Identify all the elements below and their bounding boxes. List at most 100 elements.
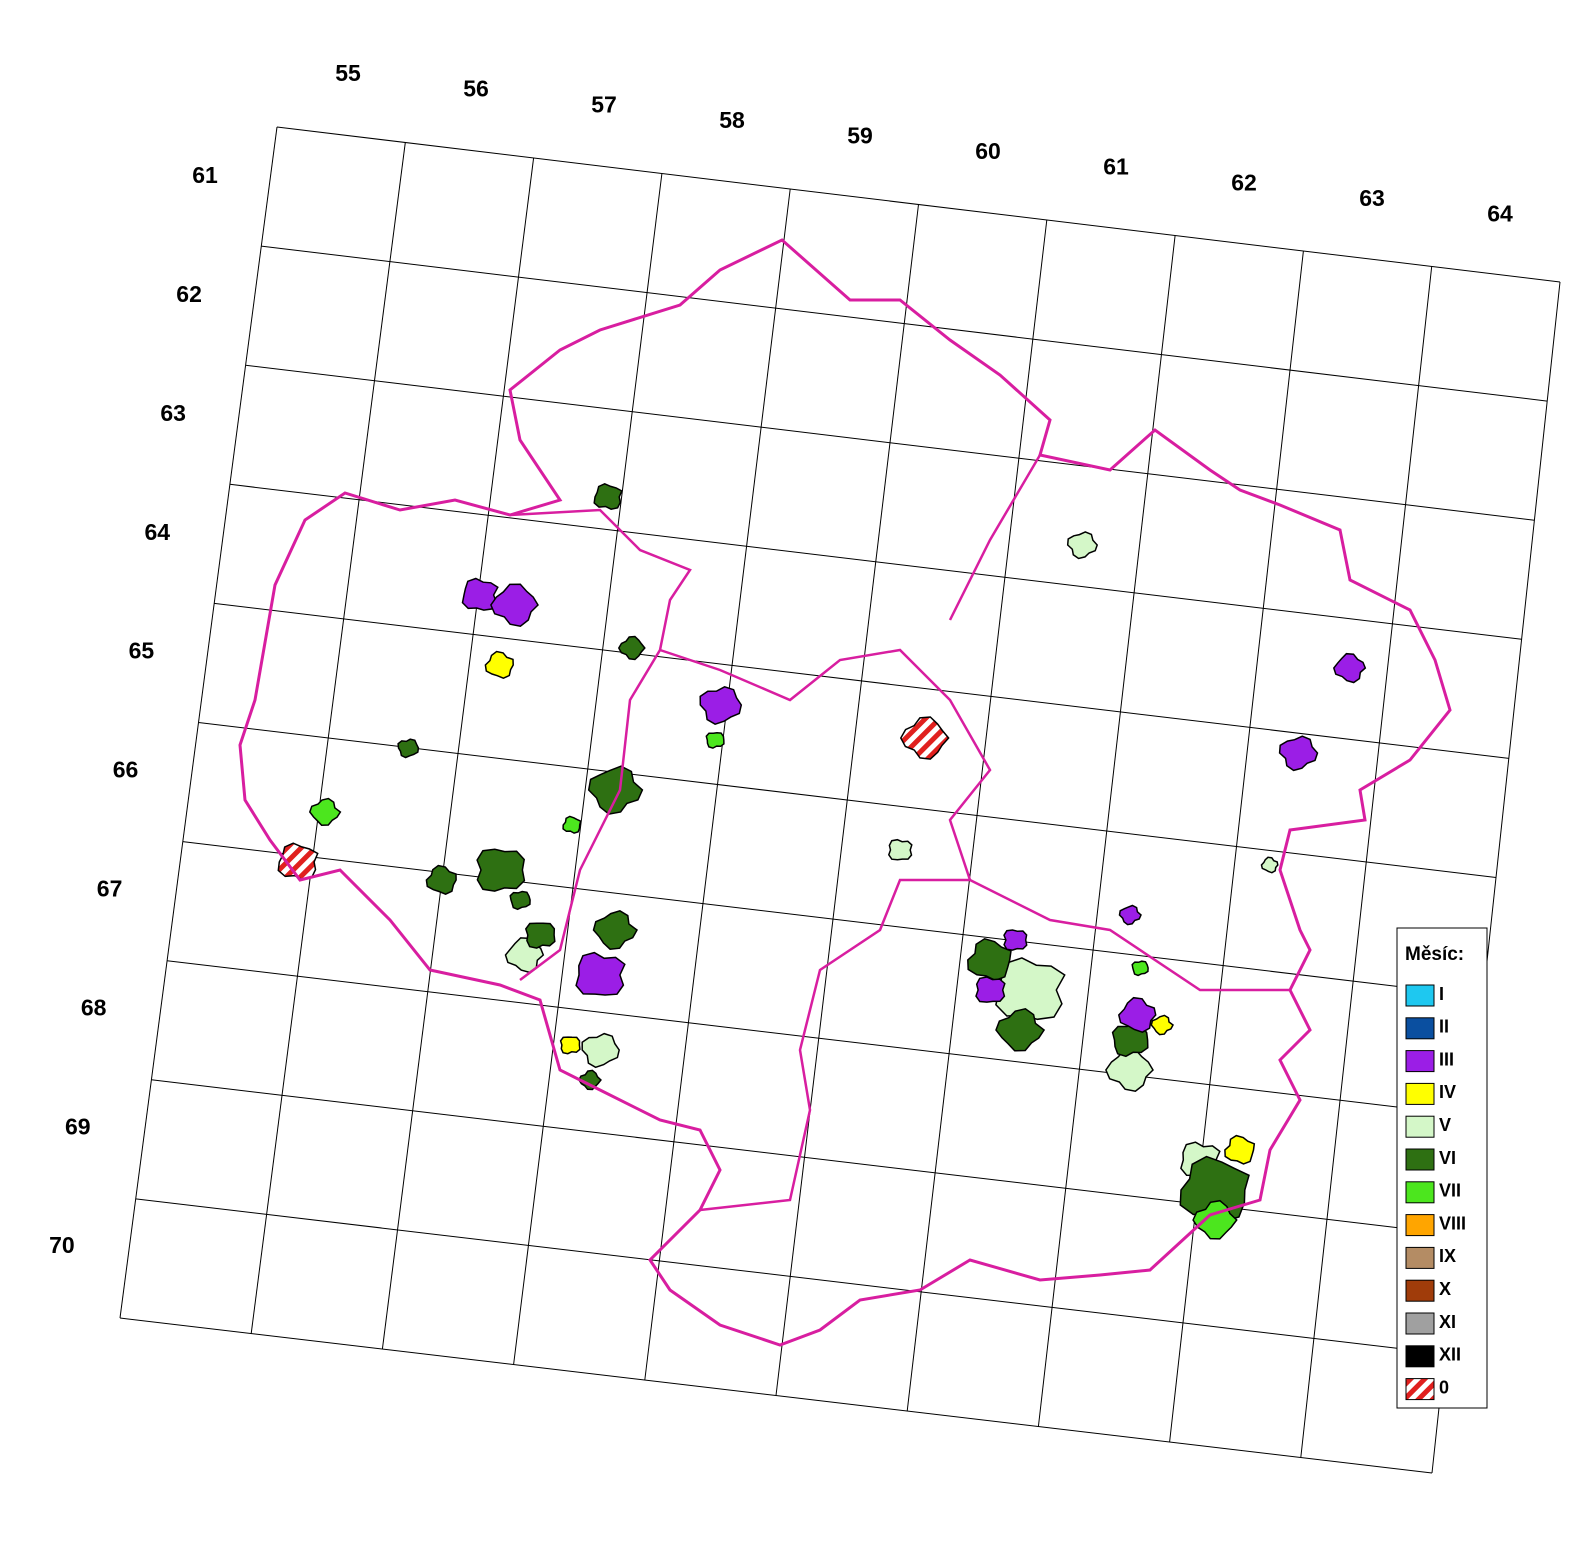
row-label: 65 bbox=[129, 638, 155, 664]
legend-label: X bbox=[1439, 1279, 1451, 1299]
occurrence-area bbox=[1332, 652, 1367, 684]
legend-label: IX bbox=[1439, 1246, 1456, 1266]
region-borders bbox=[238, 238, 1452, 1347]
grid-line bbox=[261, 245, 1548, 402]
row-label: 61 bbox=[192, 162, 218, 188]
column-label: 61 bbox=[1103, 154, 1129, 180]
occurrence-area bbox=[1117, 996, 1157, 1034]
occurrence-area bbox=[705, 731, 725, 749]
legend-label: VI bbox=[1439, 1148, 1456, 1168]
grid-line bbox=[214, 602, 1509, 759]
legend-swatch bbox=[1405, 1312, 1435, 1335]
grid-line bbox=[229, 483, 1522, 640]
occurrence-area bbox=[1150, 1014, 1174, 1036]
region-outline bbox=[238, 238, 1452, 1347]
legend-swatch bbox=[1405, 1017, 1435, 1040]
legend-swatch bbox=[1405, 1181, 1435, 1204]
row-label: 70 bbox=[49, 1232, 75, 1258]
grid-labels: 55 56 57 58 59 60 61 62 63 64 61 62 63 64 65 66 67 68 69 70 bbox=[49, 60, 1513, 1258]
grid bbox=[119, 126, 1561, 1474]
legend-label: 0 bbox=[1439, 1377, 1449, 1397]
occurrence-area bbox=[1278, 735, 1319, 772]
legend-swatch bbox=[1405, 1345, 1435, 1368]
column-label: 60 bbox=[975, 138, 1001, 164]
occurrence-area bbox=[593, 482, 623, 510]
column-label: 56 bbox=[463, 76, 489, 102]
row-label: 69 bbox=[65, 1113, 91, 1139]
occurrence-area bbox=[524, 922, 556, 949]
occurrence-area bbox=[1066, 531, 1099, 560]
legend-label: I bbox=[1439, 984, 1444, 1004]
legend-label: IV bbox=[1439, 1082, 1456, 1102]
occurrence-area bbox=[509, 890, 531, 911]
row-label: 64 bbox=[145, 519, 171, 545]
occurrence-area bbox=[581, 1032, 621, 1069]
row-label: 67 bbox=[97, 875, 123, 901]
occurrence-area bbox=[1003, 929, 1028, 951]
legend-label: VII bbox=[1439, 1181, 1461, 1201]
occurrence-area bbox=[484, 650, 514, 680]
grid-line bbox=[276, 126, 1561, 283]
legend-swatch bbox=[1405, 1279, 1435, 1302]
legend-label: III bbox=[1439, 1049, 1454, 1069]
occurrence-area bbox=[699, 685, 743, 726]
occurrence-areas bbox=[277, 482, 1367, 1240]
row-label: 62 bbox=[176, 281, 202, 307]
legend-label: XI bbox=[1439, 1312, 1456, 1332]
occurrence-area bbox=[425, 864, 457, 896]
occurrence-area bbox=[587, 765, 644, 815]
grid-line bbox=[135, 1198, 1445, 1355]
column-label: 64 bbox=[1487, 200, 1513, 226]
column-label: 62 bbox=[1231, 169, 1257, 195]
legend-title: Měsíc: bbox=[1405, 944, 1464, 965]
row-label: 63 bbox=[160, 400, 186, 426]
row-label: 68 bbox=[81, 994, 107, 1020]
legend-label: V bbox=[1439, 1115, 1451, 1135]
occurrence-area bbox=[308, 797, 342, 826]
legend-swatch bbox=[1405, 1082, 1435, 1105]
occurrence-area bbox=[490, 583, 539, 628]
occurrence-area bbox=[899, 716, 950, 760]
district-border bbox=[509, 454, 1290, 1212]
legend-swatch bbox=[1405, 1115, 1435, 1138]
grid-line bbox=[245, 364, 1535, 521]
occurrence-area bbox=[562, 815, 582, 834]
occurrence-area bbox=[1224, 1134, 1256, 1165]
occurrence-area bbox=[995, 1007, 1046, 1052]
grid-line bbox=[119, 1317, 1433, 1474]
occurrence-area bbox=[1105, 1048, 1154, 1093]
column-label: 63 bbox=[1359, 185, 1385, 211]
column-label: 59 bbox=[847, 122, 873, 148]
legend-swatch bbox=[1405, 1148, 1435, 1171]
legend-swatch bbox=[1405, 1246, 1435, 1269]
grid-line bbox=[167, 960, 1471, 1117]
legend-label: XII bbox=[1439, 1345, 1461, 1365]
legend-label: II bbox=[1439, 1017, 1449, 1037]
grid-line bbox=[151, 1079, 1458, 1236]
occurrence-area bbox=[397, 738, 420, 759]
legend-swatch bbox=[1405, 1050, 1435, 1073]
occurrence-area bbox=[975, 976, 1006, 1003]
occurrence-area bbox=[1260, 856, 1279, 874]
occurrence-area bbox=[575, 951, 626, 996]
occurrence-area bbox=[887, 838, 913, 861]
occurrence-area bbox=[617, 635, 646, 661]
occurrence-area bbox=[592, 909, 638, 950]
occurrence-area bbox=[461, 577, 499, 611]
occurrence-area bbox=[476, 848, 526, 892]
row-label: 66 bbox=[113, 757, 139, 783]
occurrence-area bbox=[1131, 960, 1149, 977]
legend-swatch bbox=[1405, 984, 1435, 1007]
occurrence-area bbox=[967, 937, 1012, 982]
column-label: 55 bbox=[335, 60, 361, 86]
legend-swatch bbox=[1405, 1378, 1435, 1401]
legend-label: VIII bbox=[1439, 1213, 1466, 1233]
column-label: 58 bbox=[719, 107, 745, 133]
grid-line bbox=[182, 841, 1484, 998]
occurrence-area bbox=[559, 1036, 581, 1055]
occurrence-area bbox=[1118, 904, 1142, 926]
column-label: 57 bbox=[591, 91, 617, 117]
legend-swatch bbox=[1405, 1214, 1435, 1237]
